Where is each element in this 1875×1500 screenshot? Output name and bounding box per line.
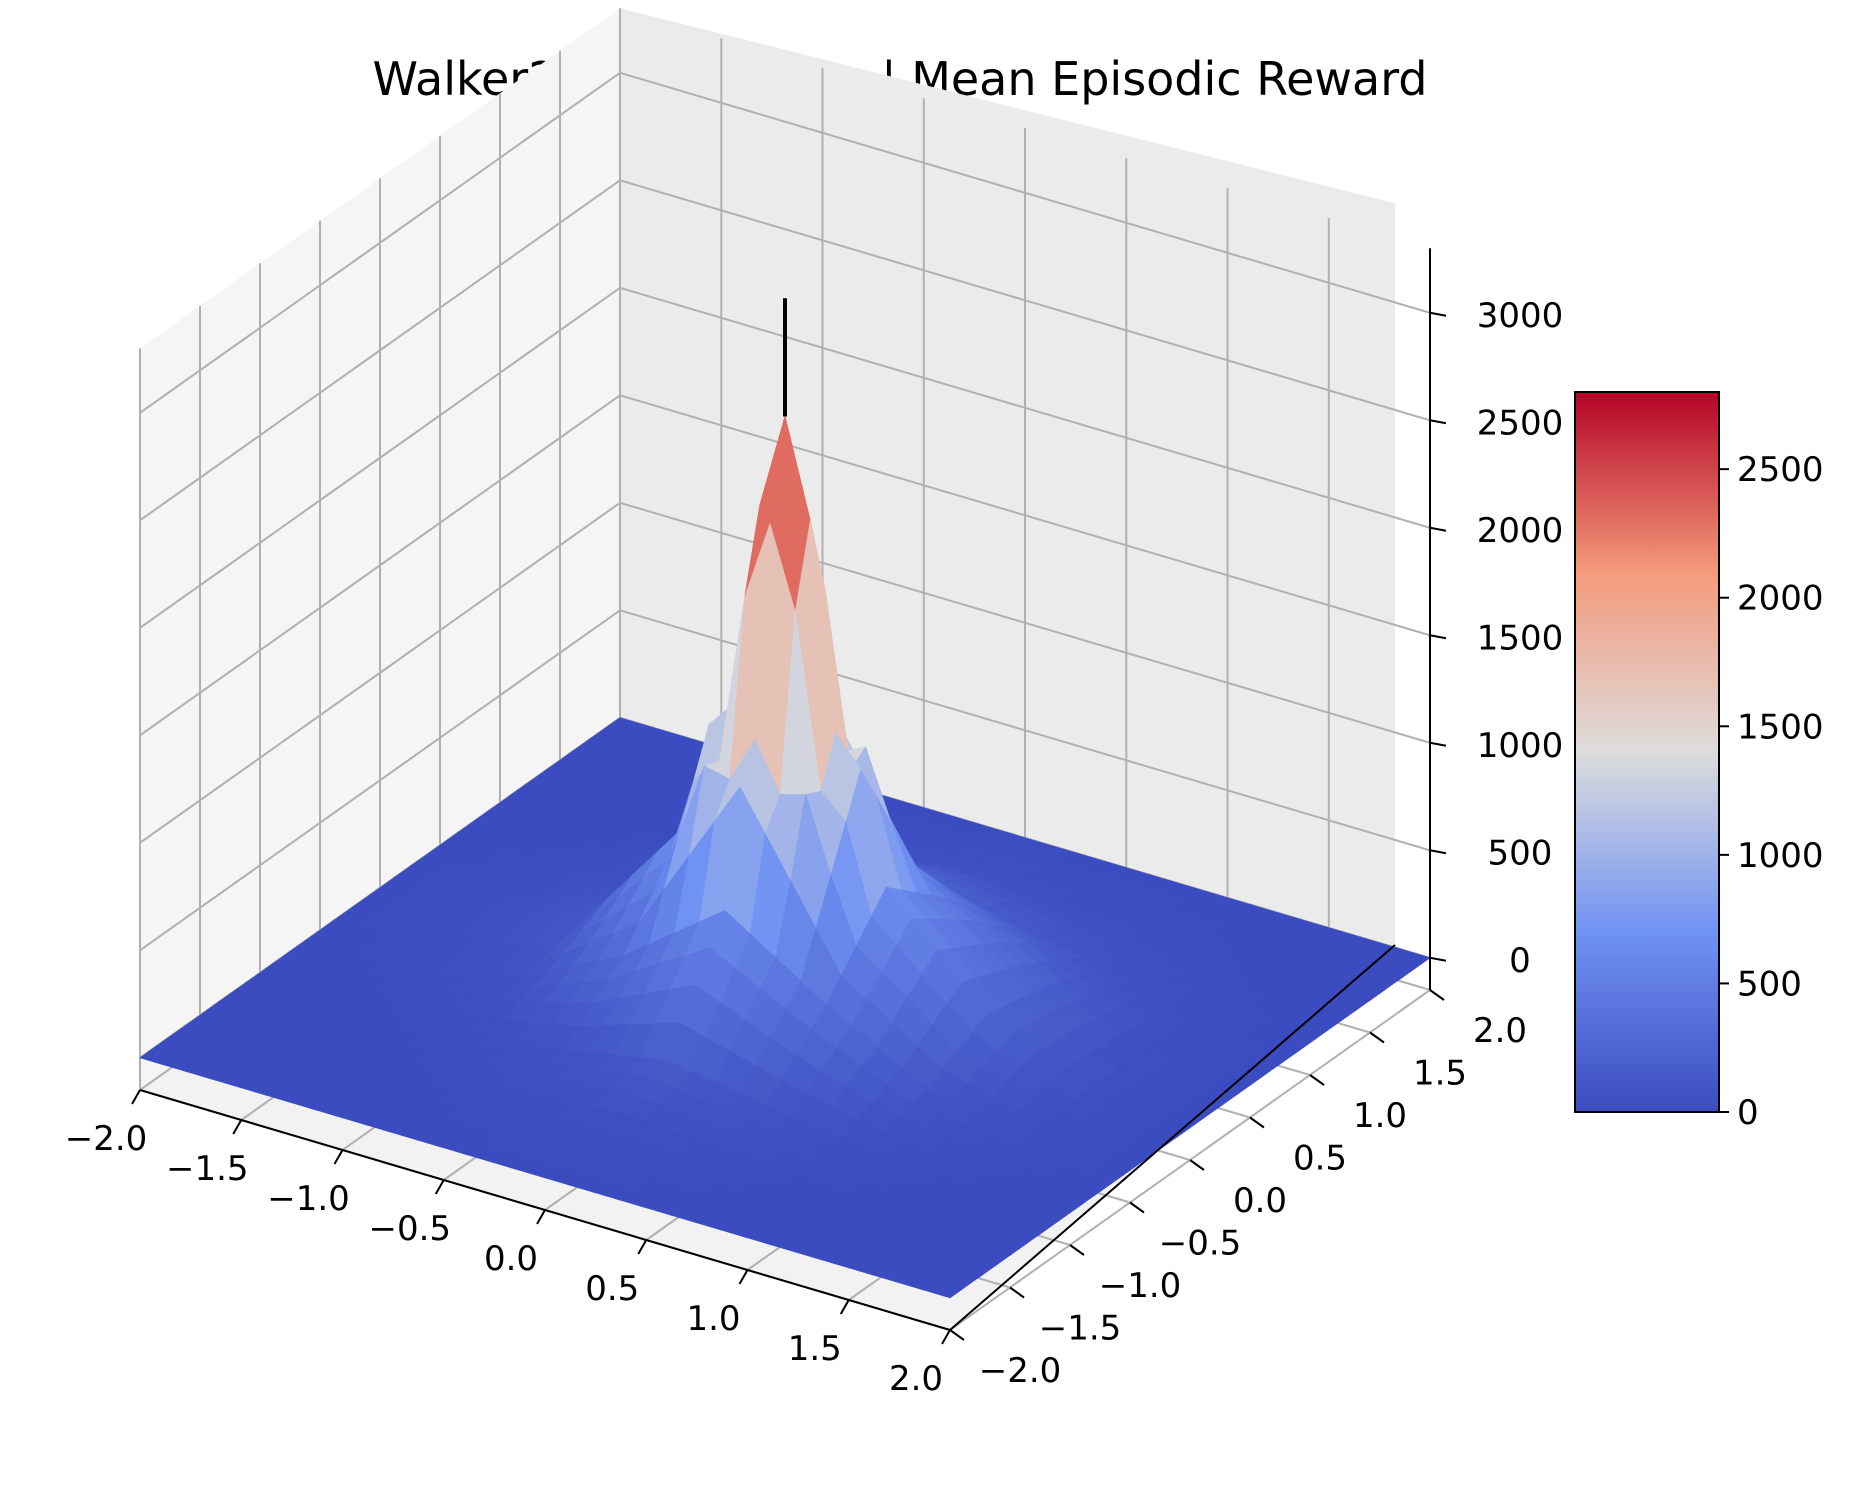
- y-tick: [1129, 1201, 1145, 1214]
- y-tick-label: 1.5: [1413, 1054, 1467, 1094]
- surface-face: [923, 1279, 966, 1299]
- z-tick: [1429, 849, 1447, 855]
- x-tick: [941, 1329, 951, 1345]
- reward-surface: [139, 298, 1431, 1299]
- y-axis-line: [949, 944, 1396, 1331]
- x-tick: [738, 1269, 749, 1285]
- y-tick: [1369, 1031, 1385, 1044]
- colorbar-gradient: [1574, 391, 1720, 1113]
- colorbar-tick-label: 1000: [1737, 836, 1824, 876]
- grid-line-z: [139, 609, 1431, 952]
- y-tick: [1309, 1074, 1325, 1086]
- y-tick: [1069, 1244, 1085, 1256]
- y-tick-label: −0.5: [1159, 1224, 1242, 1264]
- z-tick-label: 1500: [1477, 618, 1564, 658]
- grid-line-z: [139, 394, 1431, 737]
- z-tick: [1429, 634, 1447, 640]
- colorbar-tick-label: 2500: [1737, 450, 1824, 490]
- y-tick-label: −2.0: [979, 1351, 1062, 1391]
- x-tick-label: 1.0: [686, 1299, 740, 1339]
- z-tick: [1429, 741, 1447, 747]
- x-tick-label: −1.5: [166, 1149, 249, 1189]
- y-tick: [1009, 1286, 1025, 1299]
- z-tick: [1429, 311, 1447, 317]
- z-tick-label: 2000: [1477, 511, 1564, 551]
- colorbar-tick-label: 0: [1737, 1093, 1759, 1133]
- z-tick-label: 3000: [1477, 296, 1564, 336]
- y-tick-label: 1.0: [1353, 1096, 1407, 1136]
- z-tick-label: 1000: [1477, 726, 1564, 766]
- z-tick: [1429, 956, 1447, 962]
- z-tick-label: 500: [1488, 833, 1553, 873]
- colorbar-ticks: 0 500 1000 1500 2000 2500: [1719, 450, 1824, 1133]
- x-tick: [536, 1209, 546, 1225]
- z-tick-label: 0: [1509, 941, 1531, 981]
- colorbar-tick-label: 2000: [1737, 579, 1824, 619]
- grid-line-z: [139, 179, 1431, 522]
- x-tick-label: 2.0: [889, 1359, 943, 1399]
- x-tick-label: −2.0: [65, 1119, 148, 1159]
- y-tick: [1249, 1116, 1265, 1129]
- colorbar: 0 500 1000 1500 2000 2500: [1574, 391, 1824, 1133]
- grid-line-z: [139, 71, 1431, 414]
- x-tick: [839, 1299, 850, 1315]
- x-tick-label: −1.0: [267, 1179, 350, 1219]
- x-tick: [131, 1089, 141, 1105]
- x-tick: [333, 1149, 344, 1165]
- colorbar-tick-label: 500: [1737, 964, 1802, 1004]
- x-tick: [434, 1179, 445, 1195]
- y-tick: [1189, 1159, 1205, 1171]
- grid-line-z: [139, 501, 1431, 844]
- x-tick-label: 0.5: [585, 1269, 639, 1309]
- z-tick-label: 2500: [1477, 403, 1564, 443]
- y-tick-label: −1.5: [1039, 1309, 1122, 1349]
- y-tick: [1429, 989, 1445, 1001]
- x-tick: [232, 1119, 243, 1135]
- y-tick: [949, 1329, 965, 1341]
- x-tick-label: 0.0: [484, 1239, 538, 1279]
- colorbar-tick-label: 1500: [1737, 707, 1824, 747]
- x-tick-label: 1.5: [788, 1329, 842, 1369]
- z-tick: [1429, 526, 1447, 532]
- z-tick: [1429, 419, 1447, 425]
- y-tick-label: 0.5: [1293, 1139, 1347, 1179]
- x-tick: [637, 1239, 648, 1255]
- x-tick-label: −0.5: [368, 1209, 451, 1249]
- y-tick-label: −1.0: [1099, 1266, 1182, 1306]
- y-tick-label: 0.0: [1233, 1181, 1287, 1221]
- y-tick-label: 2.0: [1473, 1011, 1527, 1051]
- axis-ticks: −2.0−1.5−1.0−0.50.00.51.01.52.0 −2.0−1.5−…: [65, 296, 1564, 1399]
- grid-line-z: [139, 286, 1431, 629]
